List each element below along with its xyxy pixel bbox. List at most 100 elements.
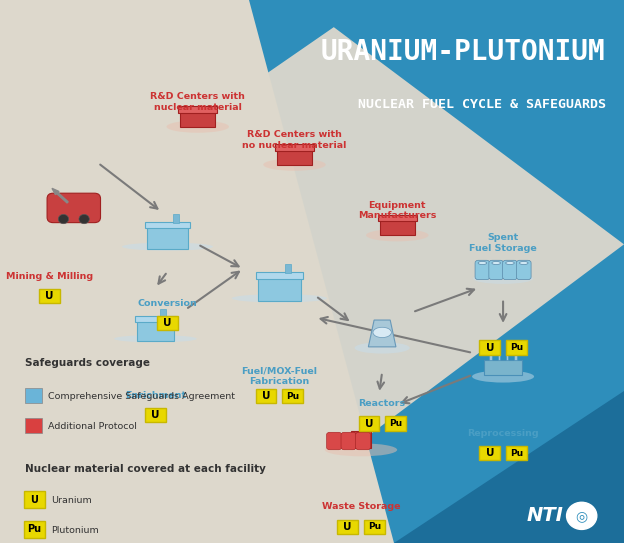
FancyBboxPatch shape	[180, 111, 215, 127]
FancyBboxPatch shape	[283, 389, 303, 403]
Ellipse shape	[114, 335, 197, 342]
FancyBboxPatch shape	[145, 222, 190, 229]
Text: Spent
Fuel Storage: Spent Fuel Storage	[469, 233, 537, 253]
Text: R&D Centers with
no nuclear material: R&D Centers with no nuclear material	[242, 130, 347, 150]
Ellipse shape	[505, 262, 514, 264]
Text: U: U	[31, 495, 39, 504]
Ellipse shape	[373, 327, 391, 338]
Ellipse shape	[492, 262, 500, 264]
Ellipse shape	[167, 121, 229, 133]
FancyBboxPatch shape	[479, 340, 500, 355]
FancyBboxPatch shape	[359, 416, 379, 431]
FancyBboxPatch shape	[26, 388, 42, 403]
Ellipse shape	[473, 273, 534, 284]
Polygon shape	[19, 27, 624, 462]
FancyBboxPatch shape	[137, 320, 174, 341]
Text: URANIUM-PLUTONIUM: URANIUM-PLUTONIUM	[321, 38, 606, 66]
FancyBboxPatch shape	[341, 432, 356, 450]
FancyBboxPatch shape	[277, 149, 312, 165]
Bar	[285, 264, 291, 273]
FancyBboxPatch shape	[24, 491, 45, 508]
FancyBboxPatch shape	[364, 520, 384, 534]
FancyBboxPatch shape	[258, 277, 301, 301]
Text: Additional Protocol: Additional Protocol	[49, 422, 137, 431]
Text: U: U	[151, 411, 160, 420]
Ellipse shape	[263, 159, 326, 171]
Bar	[498, 349, 500, 360]
Circle shape	[567, 502, 597, 529]
Ellipse shape	[122, 243, 213, 250]
FancyBboxPatch shape	[378, 215, 417, 221]
FancyBboxPatch shape	[326, 432, 342, 450]
Text: U: U	[46, 291, 54, 301]
FancyBboxPatch shape	[484, 360, 522, 375]
FancyBboxPatch shape	[489, 260, 504, 280]
FancyArrow shape	[52, 188, 68, 203]
Text: Reprocessing: Reprocessing	[467, 429, 539, 438]
Text: U: U	[163, 318, 172, 328]
FancyBboxPatch shape	[475, 260, 490, 280]
Text: Comprehensive Safeguards Agreement: Comprehensive Safeguards Agreement	[49, 392, 235, 401]
Text: U: U	[262, 392, 270, 401]
Polygon shape	[249, 0, 624, 543]
Text: Mining & Milling: Mining & Milling	[6, 272, 93, 281]
Text: Enrichment: Enrichment	[125, 391, 186, 400]
Text: Waste Storage: Waste Storage	[322, 502, 400, 512]
FancyBboxPatch shape	[338, 520, 358, 534]
Circle shape	[79, 214, 89, 224]
Text: NTI: NTI	[527, 507, 564, 525]
Text: Plutonium: Plutonium	[51, 526, 99, 535]
Text: Nuclear material covered at each facility: Nuclear material covered at each facilit…	[26, 464, 266, 474]
Text: U: U	[364, 419, 373, 428]
Ellipse shape	[48, 212, 100, 223]
Text: Equipment
Manufacturers: Equipment Manufacturers	[358, 201, 436, 220]
Text: Pu: Pu	[27, 525, 42, 534]
Text: Reactors: Reactors	[359, 399, 406, 408]
Polygon shape	[368, 320, 396, 347]
Text: Pu: Pu	[510, 343, 523, 352]
Circle shape	[58, 214, 69, 224]
FancyBboxPatch shape	[479, 446, 500, 460]
FancyBboxPatch shape	[157, 316, 178, 330]
Bar	[489, 349, 492, 360]
FancyBboxPatch shape	[135, 316, 176, 322]
Text: Pu: Pu	[286, 392, 300, 401]
Text: U: U	[485, 449, 494, 458]
FancyBboxPatch shape	[178, 106, 217, 112]
Text: U: U	[485, 343, 494, 352]
Text: Safeguards coverage: Safeguards coverage	[26, 358, 150, 368]
Bar	[173, 214, 179, 223]
FancyBboxPatch shape	[256, 389, 276, 403]
Text: Fuel/MOX-Fuel
Fabrication: Fuel/MOX-Fuel Fabrication	[241, 367, 318, 386]
Ellipse shape	[325, 443, 397, 456]
Text: Pu: Pu	[389, 419, 402, 428]
FancyBboxPatch shape	[275, 144, 314, 150]
Polygon shape	[394, 391, 624, 543]
FancyBboxPatch shape	[351, 431, 371, 448]
Text: Uranium: Uranium	[51, 496, 92, 505]
FancyBboxPatch shape	[356, 432, 371, 450]
Ellipse shape	[354, 342, 410, 353]
FancyBboxPatch shape	[503, 260, 517, 280]
Ellipse shape	[366, 229, 429, 242]
Ellipse shape	[519, 262, 528, 264]
Text: Pu: Pu	[510, 449, 523, 458]
FancyBboxPatch shape	[145, 408, 166, 422]
Ellipse shape	[232, 294, 327, 302]
FancyBboxPatch shape	[506, 446, 527, 460]
Text: Conversion: Conversion	[138, 299, 197, 308]
FancyBboxPatch shape	[517, 260, 531, 280]
Text: Pu: Pu	[368, 522, 381, 531]
Bar	[506, 349, 509, 360]
Ellipse shape	[478, 262, 487, 264]
Text: NUCLEAR FUEL CYCLE & SAFEGUARDS: NUCLEAR FUEL CYCLE & SAFEGUARDS	[358, 98, 606, 111]
FancyBboxPatch shape	[379, 219, 415, 235]
Bar	[514, 349, 517, 360]
FancyBboxPatch shape	[385, 416, 406, 431]
FancyBboxPatch shape	[256, 272, 303, 279]
FancyBboxPatch shape	[506, 340, 527, 355]
Text: ◎: ◎	[575, 509, 588, 523]
FancyBboxPatch shape	[24, 521, 45, 538]
FancyBboxPatch shape	[147, 226, 188, 249]
Bar	[160, 309, 166, 317]
